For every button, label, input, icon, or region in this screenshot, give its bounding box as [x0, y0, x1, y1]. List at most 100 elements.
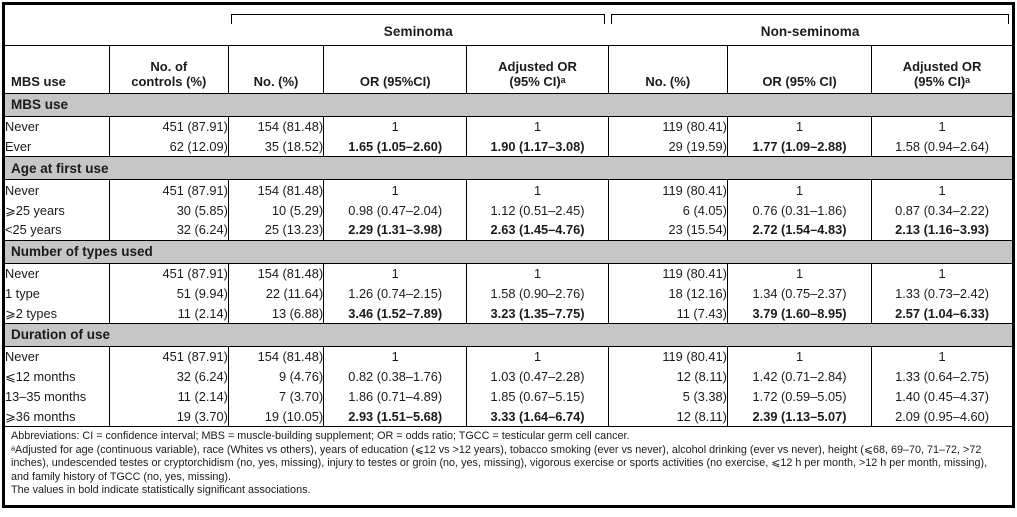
cell-controls: 62 (12.09) [108, 136, 229, 157]
col-header-mbs-use: MBS use [5, 45, 110, 94]
cell-sem-aor: 1.90 (1.17–3.08) [466, 136, 609, 157]
cell-ns-aor: 2.57 (1.04–6.33) [871, 303, 1012, 324]
cell-ns-aor: 1 [871, 179, 1012, 201]
cell-ns-aor: 1.33 (0.64–2.75) [871, 366, 1012, 387]
cell-sem-aor: 1.58 (0.90–2.76) [466, 283, 609, 304]
section-header: Number of types used [5, 239, 1012, 264]
cell-sem-no: 154 (81.48) [227, 116, 324, 137]
cell-controls: 11 (2.14) [108, 386, 229, 407]
cell-ns-aor: 1.58 (0.94–2.64) [871, 136, 1012, 157]
cell-controls: 30 (5.85) [108, 200, 229, 220]
cell-mbs-use: ⩾2 types [5, 305, 57, 321]
cell-ns-no: 12 (8.11) [607, 406, 728, 427]
cell-ns-no: 18 (12.16) [607, 283, 728, 304]
table-row: ⩾36 months 19 (3.70) 19 (10.05) 2.93 (1.51–… [5, 406, 1012, 427]
footnote-abbreviations: Abbreviations: CI = confidence interval;… [11, 429, 630, 442]
table-frame: Seminoma Non-seminoma MBS use No. of con… [2, 2, 1015, 508]
section-header: MBS use [5, 93, 1012, 117]
cell-sem-no: 7 (3.70) [227, 386, 324, 407]
cell-mbs-use: Never [5, 265, 40, 281]
cell-sem-or: 1 [323, 116, 467, 137]
table-body: MBS use Never 451 (87.91) 154 (81.48) 1 1 119 … [5, 93, 1012, 427]
cell-mbs-use: Never [5, 119, 40, 135]
cell-sem-aor: 1 [466, 179, 609, 201]
cell-sem-no: 25 (13.23) [227, 219, 324, 241]
table-row: Never 451 (87.91) 154 (81.48) 1 1 119 (80.41)… [5, 263, 1012, 284]
table-row: Never 451 (87.91) 154 (81.48) 1 1 119 (80.41)… [5, 346, 1012, 367]
footnote-row: Abbreviations: CI = confidence interval;… [5, 425, 1012, 505]
cell-ns-or: 2.72 (1.54–4.83) [726, 219, 872, 241]
cell-sem-aor: 3.33 (1.64–6.74) [466, 406, 609, 427]
cell-sem-or: 1 [323, 263, 467, 284]
col-header-sem-aor: Adjusted OR (95% CI)ᵃ [466, 45, 609, 94]
cell-ns-aor: 1.40 (0.45–4.37) [871, 386, 1012, 407]
cell-controls: 451 (87.91) [108, 116, 229, 137]
table-row: ⩾2 types 11 (2.14) 13 (6.88) 3.46 (1.52–7.8… [5, 303, 1012, 324]
cell-mbs-use: ⩽12 months [5, 368, 76, 384]
cell-mbs-use: ⩾36 months [5, 408, 76, 424]
table-row: <25 years 32 (6.24) 25 (13.23) 2.29 (1.31–3… [5, 219, 1012, 241]
cell-ns-no: 119 (80.41) [607, 116, 728, 137]
cell-sem-or: 1.86 (0.71–4.89) [323, 386, 467, 407]
cell-sem-or: 1 [323, 179, 467, 201]
cell-sem-aor: 1 [466, 116, 609, 137]
cell-controls: 451 (87.91) [108, 179, 229, 201]
cell-controls: 51 (9.94) [108, 283, 229, 304]
cell-sem-aor: 3.23 (1.35–7.75) [466, 303, 609, 324]
cell-sem-or: 2.29 (1.31–3.98) [323, 219, 467, 241]
table-row: Ever 62 (12.09) 35 (18.52) 1.65 (1.05–2.60)… [5, 136, 1012, 157]
section-band-row: MBS use [5, 93, 1012, 117]
cell-sem-aor: 1.12 (0.51–2.45) [466, 200, 609, 220]
cell-ns-no: 6 (4.05) [607, 200, 728, 220]
group-nonseminoma: Non-seminoma [608, 5, 1012, 46]
mbs-tgcc-odds-ratio-table: Seminoma Non-seminoma MBS use No. of con… [5, 5, 1012, 505]
group-spacer [5, 5, 228, 46]
cell-sem-or: 0.82 (0.38–1.76) [323, 366, 467, 387]
seminoma-bracket [231, 14, 606, 24]
cell-controls: 451 (87.91) [108, 263, 229, 284]
cell-mbs-use: Never [5, 349, 40, 365]
cell-ns-or: 1 [726, 179, 872, 201]
cell-sem-aor: 2.63 (1.45–4.76) [466, 219, 609, 241]
nonseminoma-bracket [611, 14, 1009, 24]
cell-controls: 451 (87.91) [108, 346, 229, 367]
section-band-row: Duration of use [5, 322, 1012, 347]
cell-ns-or: 1.34 (0.75–2.37) [726, 283, 872, 304]
cell-ns-no: 5 (3.38) [607, 386, 728, 407]
footnote-bold-note: The values in bold indicate statisticall… [11, 484, 311, 497]
cell-ns-aor: 1 [871, 116, 1012, 137]
cell-sem-no: 10 (5.29) [227, 200, 324, 220]
table-row: Never 451 (87.91) 154 (81.48) 1 1 119 (80.41)… [5, 116, 1012, 137]
cell-ns-no: 119 (80.41) [607, 263, 728, 284]
cell-sem-no: 13 (6.88) [227, 303, 324, 324]
cell-sem-no: 35 (18.52) [227, 136, 324, 157]
cell-sem-aor: 1.85 (0.67–5.15) [466, 386, 609, 407]
cell-ns-or: 1 [726, 263, 872, 284]
col-header-controls: No. of controls (%) [108, 45, 229, 94]
cell-ns-no: 29 (19.59) [607, 136, 728, 157]
cell-ns-aor: 1 [871, 263, 1012, 284]
cell-ns-no: 119 (80.41) [607, 179, 728, 201]
cell-sem-no: 19 (10.05) [227, 406, 324, 427]
table-row: ⩾25 years 30 (5.85) 10 (5.29) 0.98 (0.47–2.… [5, 200, 1012, 220]
cell-sem-no: 22 (11.64) [227, 283, 324, 304]
col-header-ns-aor: Adjusted OR (95% CI)ᵃ [871, 45, 1012, 94]
cell-sem-or: 0.98 (0.47–2.04) [323, 200, 467, 220]
group-label-seminoma: Seminoma [383, 24, 453, 39]
table-row: Never 451 (87.91) 154 (81.48) 1 1 119 (80.41)… [5, 179, 1012, 201]
cell-sem-no: 9 (4.76) [227, 366, 324, 387]
section-header: Age at first use [5, 156, 1012, 181]
col-header-sem-or: OR (95%CI) [323, 45, 467, 94]
group-label-nonseminoma: Non-seminoma [760, 24, 860, 39]
cell-ns-or: 1.42 (0.71–2.84) [726, 366, 872, 387]
cell-controls: 32 (6.24) [108, 366, 229, 387]
cell-sem-no: 154 (81.48) [227, 346, 324, 367]
cell-ns-aor: 2.09 (0.95–4.60) [871, 406, 1012, 427]
cell-ns-or: 0.76 (0.31–1.86) [726, 200, 872, 220]
col-header-ns-or: OR (95% CI) [726, 45, 872, 94]
cell-sem-no: 154 (81.48) [227, 179, 324, 201]
cell-controls: 32 (6.24) [108, 219, 229, 241]
cell-mbs-use: 1 type [5, 285, 40, 301]
cell-mbs-use: <25 years [5, 222, 62, 238]
cell-mbs-use: ⩾25 years [5, 202, 65, 218]
